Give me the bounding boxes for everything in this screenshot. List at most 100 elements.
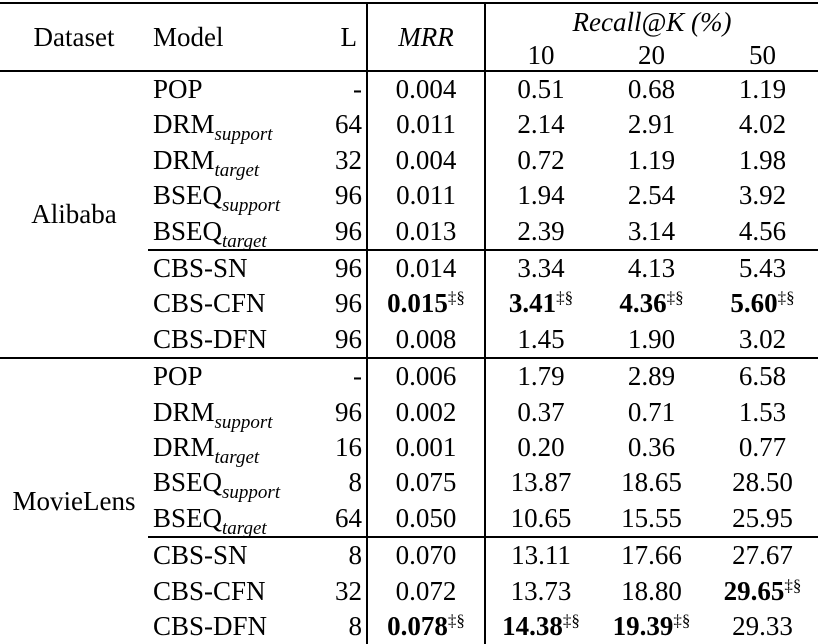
cell-value: 2.91 <box>627 109 676 140</box>
cell-mrr: 0.050 <box>366 500 485 538</box>
model-name: CBS-CFN <box>153 575 266 606</box>
cell-value: 0.011 <box>396 109 456 140</box>
cell-length: 96 <box>335 215 362 246</box>
header-recall-k-10: 10 <box>484 40 596 72</box>
cell-value: 13.11 <box>511 540 571 571</box>
header-recall-group: Recall@K (%) <box>483 3 818 40</box>
cell-recall-20: 2.54 <box>596 178 707 213</box>
significance-marker: ‡§ <box>562 611 580 631</box>
cell-value: 0.004 <box>395 144 457 175</box>
cell-recall-50: 1.98 <box>707 143 818 178</box>
significance-marker: ‡§ <box>673 611 691 631</box>
cell-recall-20: 17.66 <box>596 536 707 574</box>
cell-mrr: 0.072 <box>366 573 485 610</box>
cell-model: POP <box>148 357 302 395</box>
cell-recall-10: 13.11 <box>484 536 596 574</box>
table-row: DRMsupport 64 0.011 2.14 2.91 4.02 <box>0 107 818 144</box>
cell-mrr: 0.011 <box>366 107 485 143</box>
cell-mrr: 0.004 <box>366 71 485 108</box>
cell-value: 0.006 <box>395 361 457 392</box>
header-recall-k-20: 20 <box>596 40 707 72</box>
significance-marker: ‡§ <box>447 611 465 631</box>
cell-value: 1.19 <box>738 74 787 104</box>
cell-mrr: 0.008 <box>366 321 485 359</box>
cell-value: 1.19 <box>627 144 676 175</box>
model-name: DRM <box>153 144 215 175</box>
table-row: BSEQsupport 96 0.011 1.94 2.54 3.92 <box>0 178 818 215</box>
cell-model: CBS-CFN <box>148 286 302 321</box>
cell-recall-50: 25.95 <box>707 501 818 537</box>
cell-mrr: 0.070 <box>366 536 485 574</box>
cell-value: 0.008 <box>395 323 457 354</box>
model-subscript: target <box>222 517 267 539</box>
cell-length: 96 <box>335 323 362 354</box>
cell-length: 32 <box>335 144 362 175</box>
cell-value: 29.65 <box>723 575 785 606</box>
significance-marker: ‡§ <box>447 288 465 308</box>
cell-value: 0.011 <box>396 180 456 211</box>
model-name: CBS-SN <box>153 540 248 571</box>
cell-length: 16 <box>335 432 362 463</box>
model-name: DRM <box>153 109 215 140</box>
cell-model: DRMsupport <box>148 107 302 144</box>
cell-value: 0.004 <box>395 74 457 104</box>
model-name: CBS-DFN <box>153 323 268 354</box>
significance-marker: ‡§ <box>556 288 574 308</box>
cell-value: 25.95 <box>732 502 793 533</box>
model-name: BSEQ <box>153 467 223 498</box>
cell-recall-50: 29.65‡§ <box>707 574 818 609</box>
cell-value: 1.98 <box>738 144 787 175</box>
cell-value: 2.54 <box>627 180 676 211</box>
table-row: CBS-DFN 96 0.008 1.45 1.90 3.02 <box>0 321 818 359</box>
table-row: DRMtarget 32 0.004 0.72 1.19 1.98 <box>0 142 818 181</box>
cell-recall-50: 29.33 <box>707 609 818 644</box>
cell-recall-20: 0.71 <box>596 395 707 430</box>
cell-value: 0.050 <box>395 502 457 533</box>
cell-model: CBS-SN <box>148 249 302 287</box>
cell-recall-50: 6.58 <box>707 357 818 395</box>
cell-value: 0.001 <box>395 432 457 463</box>
cell-value: 28.50 <box>732 467 793 498</box>
cell-model: POP <box>148 71 302 107</box>
cell-value: 18.65 <box>621 467 682 498</box>
cell-recall-20: 0.36 <box>596 430 707 465</box>
cell-length: 96 <box>335 180 362 211</box>
cell-value: 4.56 <box>738 215 787 246</box>
cell-value: 2.14 <box>517 109 565 140</box>
header-mrr: MRR <box>366 3 485 72</box>
cell-length: 8 <box>348 467 363 498</box>
dataset-label: Alibaba <box>31 198 117 229</box>
model-subscript: target <box>214 159 260 181</box>
cell-model: BSEQtarget <box>148 501 302 539</box>
cell-length: 64 <box>335 109 362 140</box>
cell-length: 96 <box>335 288 362 319</box>
cell-recall-50: 1.19 <box>707 71 818 107</box>
cell-recall-20: 2.89 <box>596 357 707 395</box>
significance-marker: ‡§ <box>784 575 802 595</box>
cell-value: 0.72 <box>517 144 565 175</box>
table-row: BSEQtarget 96 0.013 2.39 3.14 4.56 <box>0 213 818 251</box>
model-subscript: support <box>214 411 273 433</box>
cell-recall-50: 27.67 <box>707 536 818 574</box>
cell-recall-20: 4.36‡§ <box>596 286 707 321</box>
cell-model: CBS-DFN <box>148 609 302 644</box>
cell-recall-50: 1.53 <box>707 395 818 430</box>
table-row: CBS-CFN 32 0.072 13.73 18.80 29.65‡§ <box>0 573 818 610</box>
cell-mrr: 0.004 <box>366 142 485 179</box>
cell-value: 0.36 <box>627 432 676 463</box>
cell-recall-50: 5.43 <box>707 249 818 287</box>
cell-recall-50: 4.02 <box>707 107 818 142</box>
cell-value: 19.39 <box>612 611 674 642</box>
cell-mrr: 0.013 <box>366 213 485 251</box>
cell-model: BSEQtarget <box>148 214 302 251</box>
cell-model: BSEQsupport <box>148 178 302 215</box>
cell-length: - <box>353 74 362 104</box>
model-name: BSEQ <box>153 502 223 533</box>
header-model: Model <box>148 3 302 72</box>
cell-model: DRMtarget <box>148 143 302 181</box>
cell-value: 0.014 <box>395 253 457 284</box>
cell-value: 29.33 <box>732 611 793 642</box>
table-header: Dataset Model L MRR Recall@K (%) 10 20 5… <box>0 3 818 72</box>
cell-recall-10: 1.45 <box>484 321 596 359</box>
table-row: DRMtarget 16 0.001 0.20 0.36 0.77 <box>0 430 818 467</box>
